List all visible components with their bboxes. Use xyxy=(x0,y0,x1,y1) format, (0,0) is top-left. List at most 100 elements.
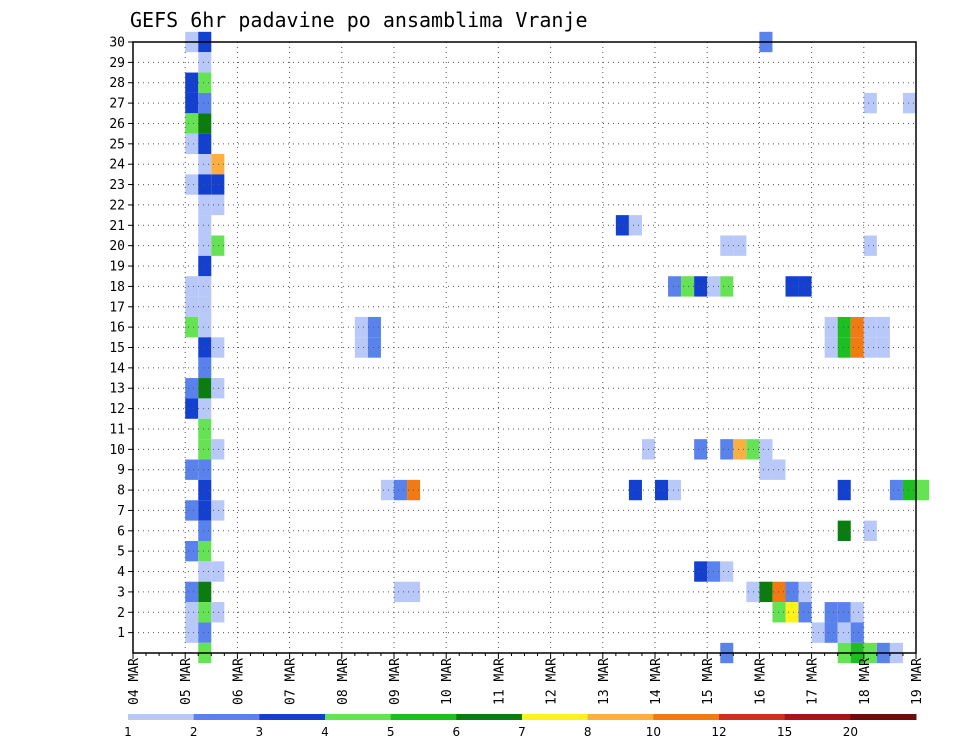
x-tick-label: 16 MAR xyxy=(753,658,768,705)
colorbar-label: 1 xyxy=(124,725,132,739)
colorbar-label: 7 xyxy=(518,725,526,739)
heatmap-cell xyxy=(185,398,199,419)
y-tick-label: 1 xyxy=(117,626,125,641)
heatmap-cell xyxy=(185,500,199,521)
heatmap-cell xyxy=(198,92,212,114)
heatmap-cell xyxy=(211,561,225,582)
x-tick-label: 14 MAR xyxy=(649,658,664,705)
heatmap-cell xyxy=(198,357,212,379)
y-tick-label: 24 xyxy=(109,158,125,173)
y-tick-label: 5 xyxy=(117,545,125,560)
heatmap-cell xyxy=(185,296,199,317)
x-axis: 04 MAR 05 MAR 06 MAR 07 MAR 08 MAR 09 MAR 10 M… xyxy=(127,653,925,705)
colorbar-label: 15 xyxy=(777,725,792,739)
heatmap-cell xyxy=(759,459,773,480)
heatmap-cell xyxy=(733,439,747,460)
heatmap-cell xyxy=(198,174,212,195)
heatmap-cell xyxy=(837,520,851,541)
heatmap-cell xyxy=(850,622,864,643)
colorbar-swatch xyxy=(128,714,195,720)
heatmap-cell xyxy=(380,479,394,501)
heatmap-cell xyxy=(668,479,682,501)
heatmap-cell xyxy=(785,602,799,623)
y-tick-label: 16 xyxy=(109,321,125,336)
heatmap-cell xyxy=(211,439,225,460)
colorbar-swatch xyxy=(784,714,851,720)
heatmap-cell xyxy=(394,581,408,603)
colorbar-swatch xyxy=(456,714,523,720)
heatmap-cell xyxy=(824,337,838,358)
x-tick-label: 13 MAR xyxy=(597,658,612,705)
colorbar-swatch xyxy=(850,714,917,720)
y-tick-label: 29 xyxy=(109,56,125,71)
colorbar-swatch xyxy=(259,714,326,720)
x-tick-label: 17 MAR xyxy=(806,658,821,705)
y-axis: 1234567891011121314151617181920212223242… xyxy=(109,36,133,641)
heatmap-cell xyxy=(198,540,212,562)
heatmap-cell xyxy=(211,337,225,358)
heatmap-cell xyxy=(198,52,212,73)
heatmap-cell xyxy=(198,561,212,582)
heatmap-cell xyxy=(185,133,199,155)
heatmap-cell xyxy=(198,479,212,501)
heatmap-cell xyxy=(367,337,381,358)
heatmap-cell xyxy=(863,337,877,358)
y-tick-label: 12 xyxy=(109,402,125,417)
heatmap-cell xyxy=(902,92,916,114)
heatmap-cell xyxy=(185,113,199,134)
heatmap-cell xyxy=(211,154,225,175)
x-tick-label: 15 MAR xyxy=(701,658,716,705)
heatmap-cell xyxy=(863,316,877,338)
heatmap-cell xyxy=(367,316,381,338)
heatmap-cell xyxy=(720,561,734,582)
heatmap-cell xyxy=(837,479,851,501)
heatmap-cell xyxy=(198,520,212,541)
heatmap-cell xyxy=(720,276,734,297)
heatmap-cell xyxy=(185,174,199,195)
colorbar-label: 12 xyxy=(711,725,726,739)
y-tick-label: 2 xyxy=(117,606,125,621)
y-tick-label: 13 xyxy=(109,382,125,397)
heatmap-cell xyxy=(850,316,864,338)
heatmap-cell xyxy=(837,316,851,338)
heatmap-cell xyxy=(198,337,212,358)
y-tick-label: 22 xyxy=(109,198,125,213)
heatmap-cell xyxy=(198,581,212,603)
heatmap-cell xyxy=(198,602,212,623)
heatmap-cell xyxy=(850,337,864,358)
colorbar-swatch xyxy=(193,714,260,720)
heatmap-cell xyxy=(615,215,629,236)
heatmap-cell xyxy=(198,194,212,216)
colorbar-label: 4 xyxy=(321,725,329,739)
y-tick-label: 19 xyxy=(109,260,125,275)
x-tick-label: 05 MAR xyxy=(179,658,194,705)
x-tick-label: 06 MAR xyxy=(231,658,246,705)
y-tick-label: 15 xyxy=(109,341,125,356)
heatmap-cell xyxy=(798,276,812,297)
heatmap-cell xyxy=(824,602,838,623)
colorbar-label: 8 xyxy=(584,725,592,739)
y-tick-label: 30 xyxy=(109,36,125,51)
heatmap-cell xyxy=(628,215,642,236)
heatmap-cell xyxy=(837,622,851,643)
heatmap-cell xyxy=(185,459,199,480)
colorbar-swatch xyxy=(325,714,392,720)
y-tick-label: 25 xyxy=(109,137,125,152)
y-tick-label: 28 xyxy=(109,76,125,91)
x-tick-label: 04 MAR xyxy=(127,658,142,705)
heatmap-cell xyxy=(837,602,851,623)
heatmap-cell xyxy=(746,581,760,603)
y-tick-label: 11 xyxy=(109,422,125,437)
heatmap-cell xyxy=(211,500,225,521)
heatmap-cell xyxy=(720,235,734,256)
heatmap-cell xyxy=(694,276,708,297)
colorbar-swatch xyxy=(587,714,654,720)
heatmap-cell xyxy=(759,439,773,460)
heatmap-cell xyxy=(850,602,864,623)
heatmap-cell xyxy=(889,479,903,501)
heatmap-cell xyxy=(824,622,838,643)
heatmap-cell xyxy=(211,194,225,216)
heatmap-cell xyxy=(198,133,212,155)
colorbar-swatch xyxy=(653,714,720,720)
y-tick-label: 14 xyxy=(109,361,125,376)
